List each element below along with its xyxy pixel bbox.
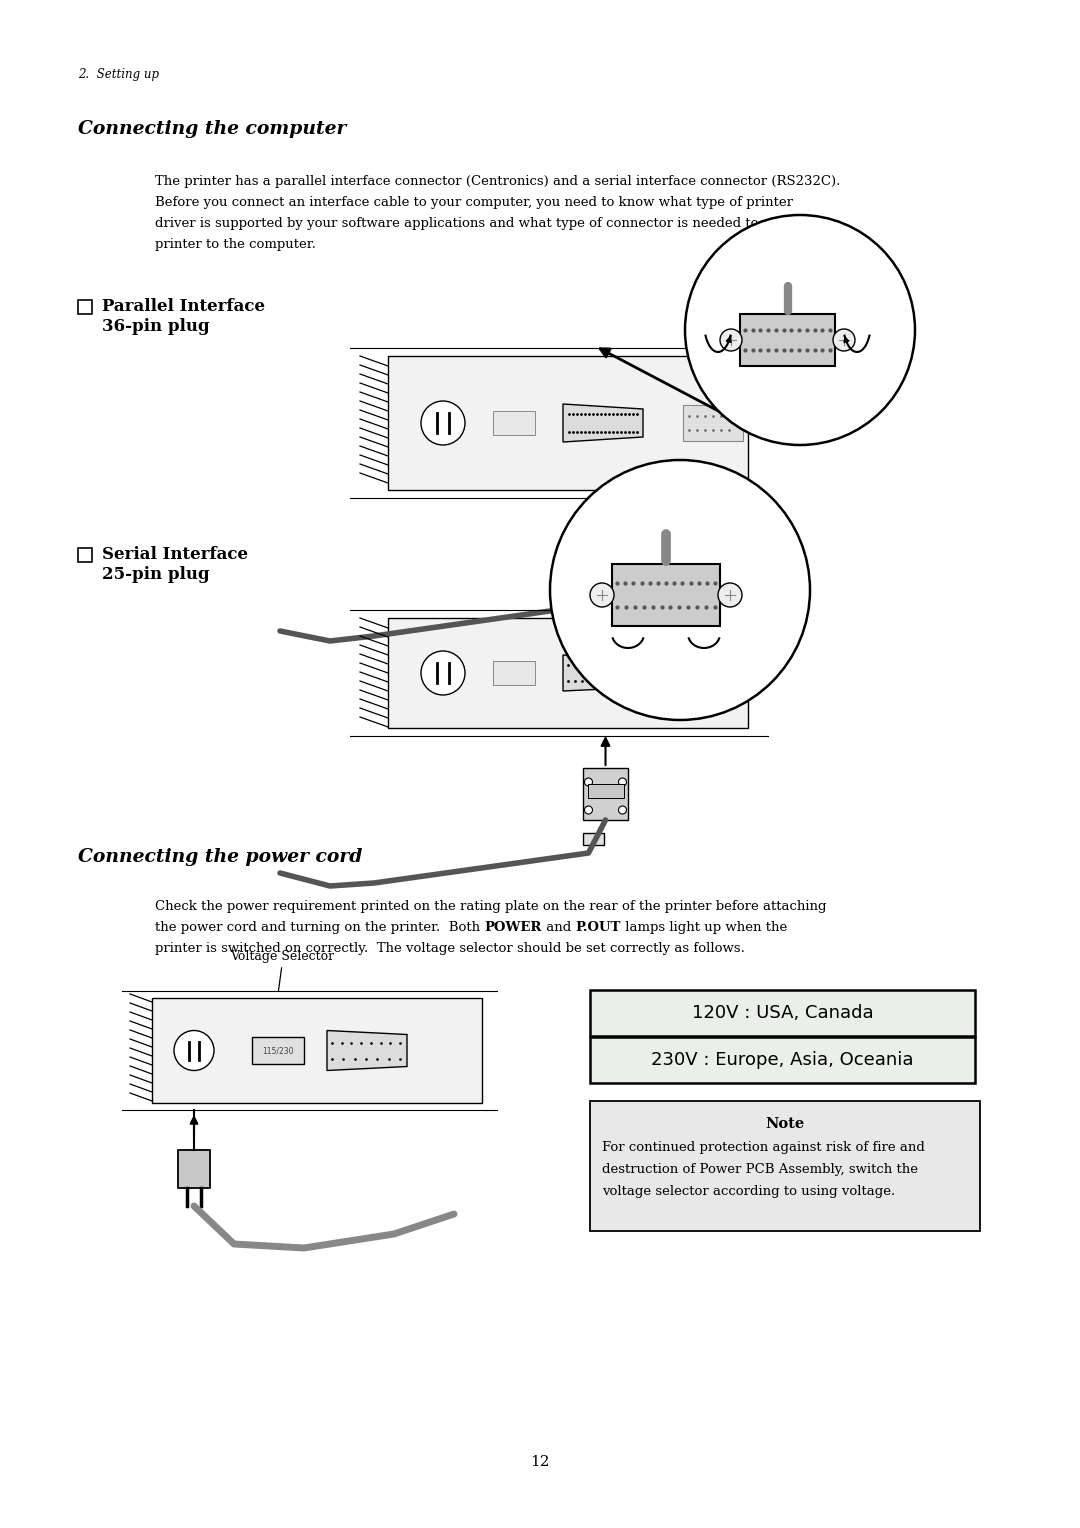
Circle shape — [575, 558, 585, 567]
FancyBboxPatch shape — [590, 1038, 975, 1083]
Circle shape — [619, 805, 626, 814]
Circle shape — [421, 400, 465, 445]
FancyBboxPatch shape — [683, 405, 743, 442]
Text: Serial Interface: Serial Interface — [102, 545, 248, 562]
Text: destruction of Power PCB Assembly, switch the: destruction of Power PCB Assembly, switc… — [602, 1163, 918, 1177]
FancyBboxPatch shape — [152, 998, 482, 1103]
Circle shape — [718, 584, 742, 607]
Circle shape — [621, 558, 631, 567]
Text: 36-pin plug: 36-pin plug — [102, 318, 210, 335]
Text: Connecting the power cord: Connecting the power cord — [78, 848, 363, 866]
Circle shape — [584, 778, 593, 785]
Text: Parallel Interface: Parallel Interface — [102, 298, 265, 315]
Text: Before you connect an interface cable to your computer, you need to know what ty: Before you connect an interface cable to… — [156, 196, 793, 209]
Text: the power cord and turning on the printer.  Both: the power cord and turning on the printe… — [156, 921, 484, 934]
Text: driver is supported by your software applications and what type of connector is : driver is supported by your software app… — [156, 217, 831, 231]
Text: Check the power requirement printed on the rating plate on the rear of the print: Check the power requirement printed on t… — [156, 900, 826, 914]
Text: and: and — [542, 921, 576, 934]
Polygon shape — [563, 403, 643, 442]
Text: voltage selector according to using voltage.: voltage selector according to using volt… — [602, 1186, 895, 1198]
Text: The printer has a parallel interface connector (Centronics) and a serial interfa: The printer has a parallel interface con… — [156, 176, 840, 188]
FancyBboxPatch shape — [492, 662, 535, 685]
Polygon shape — [327, 1030, 407, 1071]
FancyBboxPatch shape — [588, 784, 623, 798]
Circle shape — [550, 460, 810, 720]
Text: For continued protection against risk of fire and: For continued protection against risk of… — [602, 1141, 924, 1154]
FancyBboxPatch shape — [575, 526, 631, 568]
FancyBboxPatch shape — [78, 299, 92, 313]
Text: 230V : Europe, Asia, Oceania: 230V : Europe, Asia, Oceania — [651, 1051, 914, 1070]
FancyBboxPatch shape — [575, 581, 595, 591]
FancyBboxPatch shape — [653, 657, 735, 689]
FancyBboxPatch shape — [590, 990, 975, 1036]
Text: 25-pin plug: 25-pin plug — [102, 565, 210, 584]
Circle shape — [174, 1030, 214, 1071]
FancyBboxPatch shape — [740, 313, 835, 367]
Text: POWER: POWER — [484, 921, 542, 934]
Text: Connecting the computer: Connecting the computer — [78, 121, 347, 138]
Text: 115/230: 115/230 — [262, 1047, 294, 1054]
Circle shape — [619, 778, 626, 785]
Text: 2.  Setting up: 2. Setting up — [78, 69, 159, 81]
FancyBboxPatch shape — [178, 1151, 210, 1187]
Circle shape — [584, 805, 593, 814]
FancyBboxPatch shape — [590, 1102, 980, 1232]
FancyBboxPatch shape — [581, 532, 625, 544]
FancyBboxPatch shape — [388, 617, 748, 727]
FancyBboxPatch shape — [78, 549, 92, 562]
Circle shape — [685, 215, 915, 445]
Circle shape — [833, 329, 855, 351]
FancyBboxPatch shape — [583, 769, 627, 821]
FancyBboxPatch shape — [492, 411, 535, 435]
Circle shape — [720, 329, 742, 351]
FancyBboxPatch shape — [388, 356, 748, 490]
FancyBboxPatch shape — [252, 1038, 303, 1063]
Polygon shape — [563, 656, 648, 691]
Text: Note: Note — [766, 1117, 805, 1131]
Circle shape — [590, 584, 615, 607]
Text: lamps light up when the: lamps light up when the — [621, 921, 787, 934]
Text: printer to the computer.: printer to the computer. — [156, 238, 315, 251]
Text: 12: 12 — [530, 1455, 550, 1468]
Text: P.OUT: P.OUT — [576, 921, 621, 934]
Text: 120V : USA, Canada: 120V : USA, Canada — [691, 1004, 874, 1022]
Text: Voltage Selector: Voltage Selector — [230, 950, 334, 963]
FancyBboxPatch shape — [583, 833, 604, 845]
FancyBboxPatch shape — [612, 564, 720, 626]
Circle shape — [421, 651, 465, 695]
Text: printer is switched on correctly.  The voltage selector should be set correctly : printer is switched on correctly. The vo… — [156, 941, 745, 955]
